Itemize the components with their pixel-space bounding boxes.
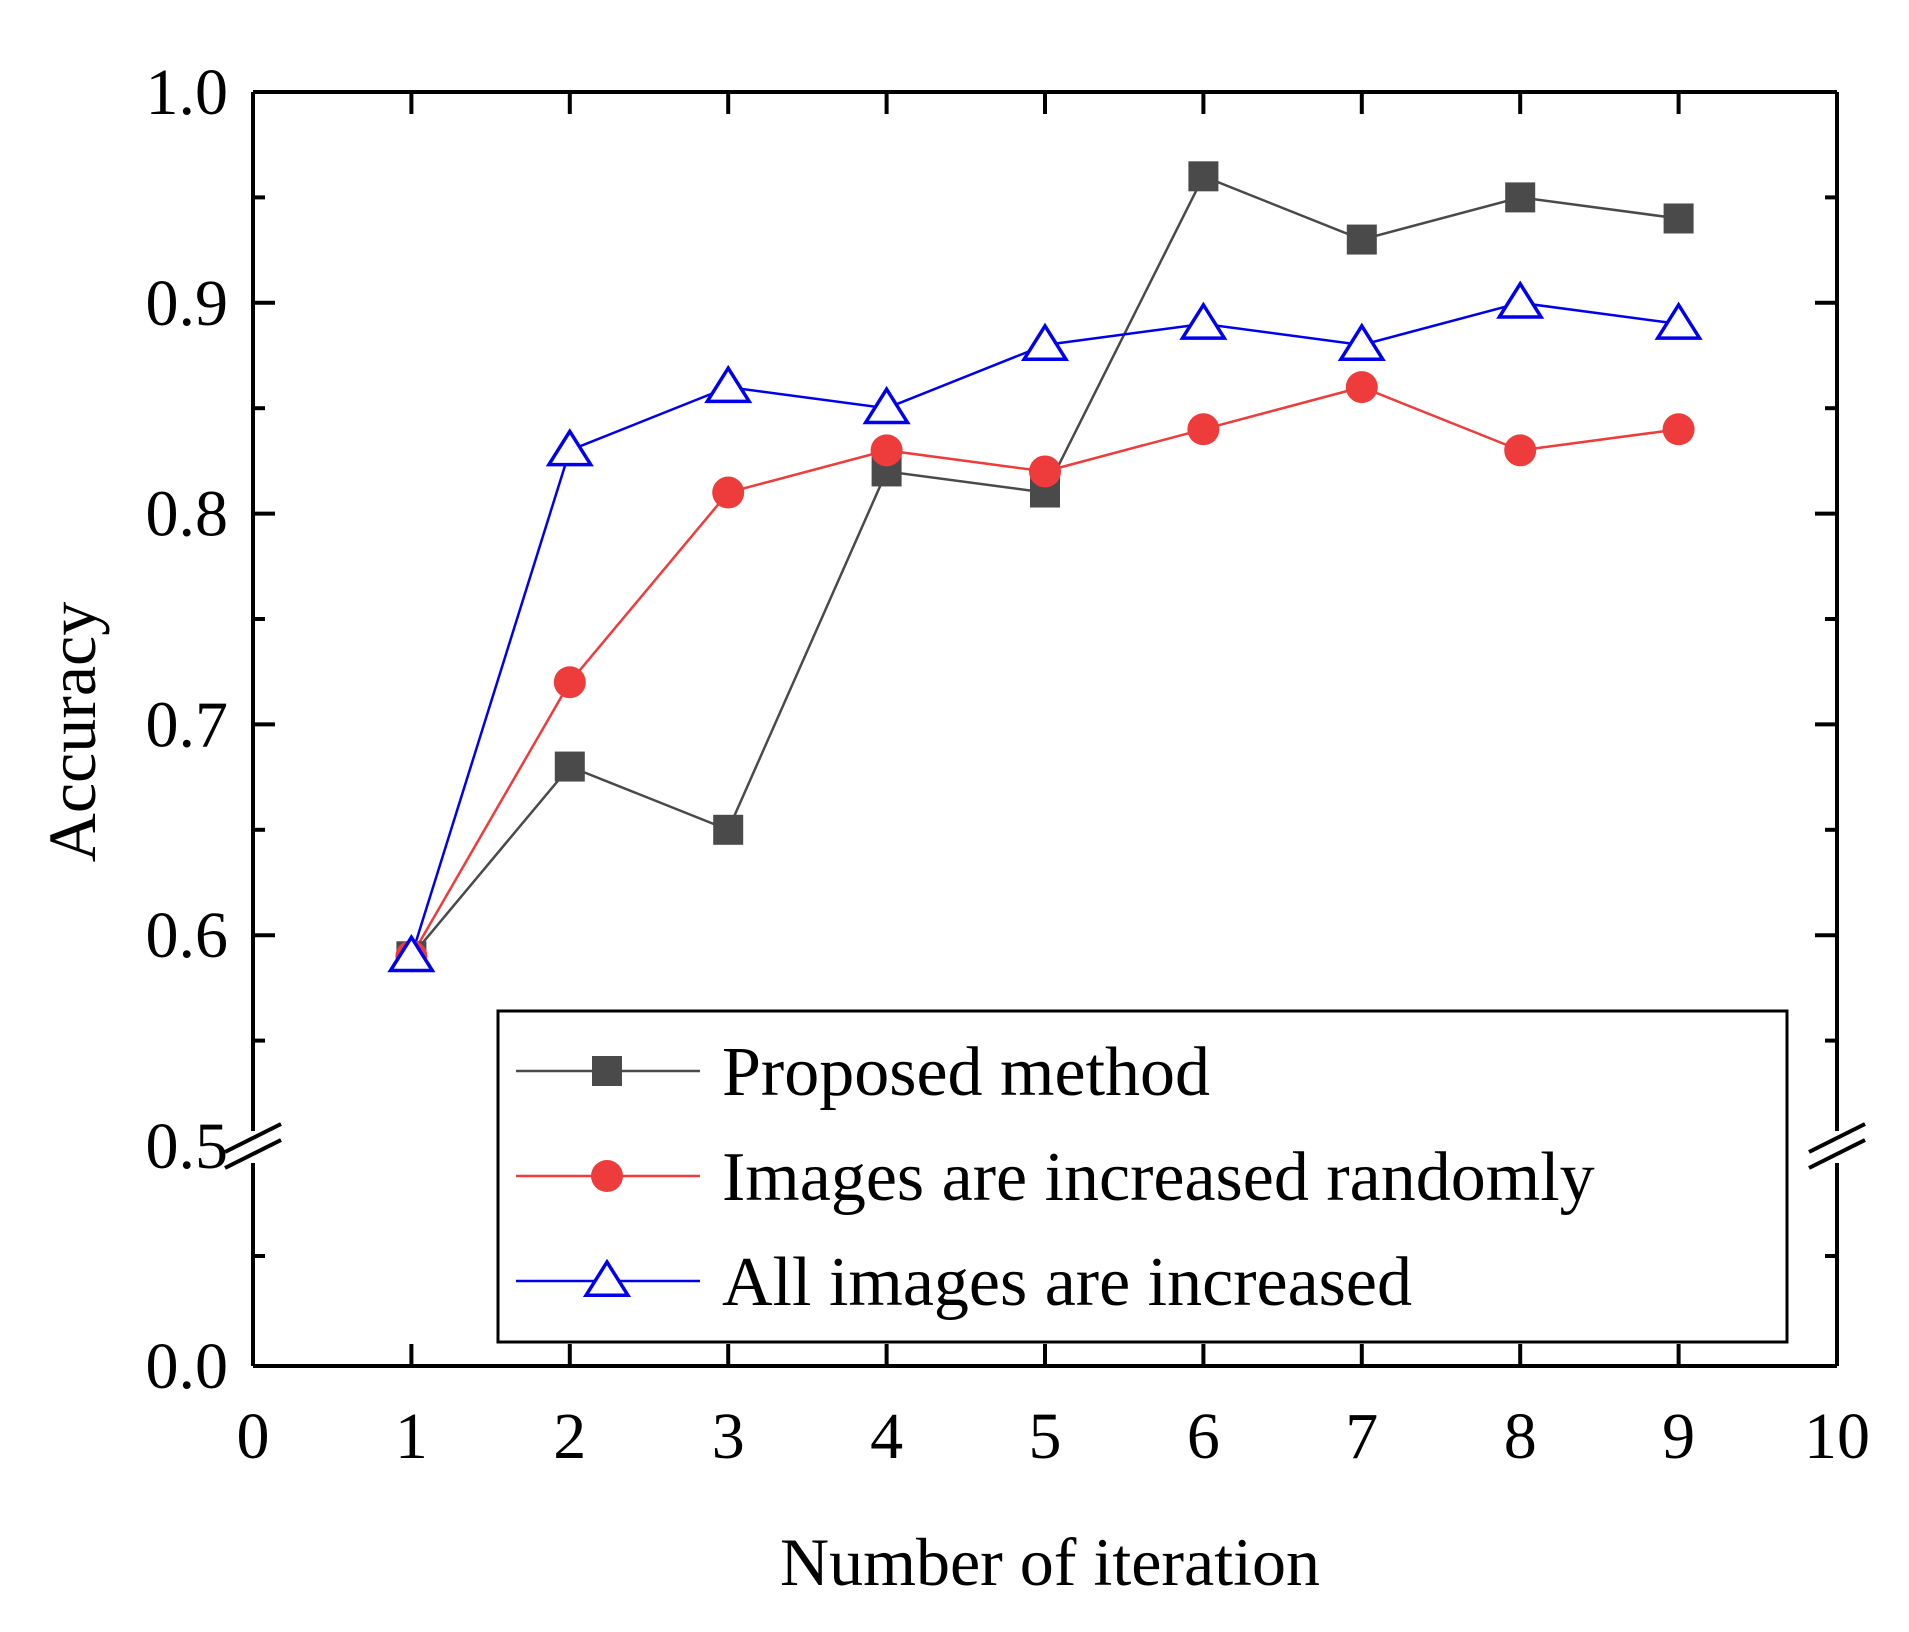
y-tick-label: 0.9: [146, 267, 229, 340]
x-tick-label: 3: [712, 1400, 745, 1473]
data-point-marker: [1505, 182, 1536, 213]
data-point-marker: [1496, 280, 1545, 319]
legend-marker: [591, 1160, 623, 1192]
axis-break-mark: [1808, 1122, 1866, 1154]
x-tick-label: 2: [553, 1400, 586, 1473]
data-point-marker: [704, 364, 753, 404]
legend-label: All images are increased: [722, 1244, 1412, 1321]
axis-break-mark: [224, 1122, 282, 1154]
data-point-marker: [712, 476, 745, 509]
x-tick-label: 8: [1504, 1400, 1537, 1473]
series-markers: [387, 161, 1703, 973]
y-tick-label: 1.0: [146, 56, 229, 129]
y-axis-label: Accuracy: [34, 602, 110, 862]
y-tick-label: 0.0: [146, 1330, 229, 1403]
data-point-marker: [554, 751, 585, 782]
data-point-marker: [1654, 301, 1703, 340]
x-tick-label: 7: [1345, 1400, 1378, 1473]
axis-ticks: [251, 90, 1839, 1366]
legend-marker: [582, 1258, 632, 1297]
data-point-marker: [862, 385, 911, 425]
legend-box: [496, 1009, 1789, 1344]
data-point-marker: [870, 434, 903, 467]
x-tick-label: 4: [870, 1400, 903, 1473]
series-lines: [410, 174, 1679, 958]
y-tick-label: 0.6: [146, 899, 229, 972]
legend-marker: [592, 1056, 622, 1086]
axis-break-marks: [224, 1122, 1866, 1170]
data-point-marker: [553, 666, 586, 699]
legend-label: Proposed method: [722, 1034, 1210, 1111]
data-point-marker: [387, 933, 436, 973]
y-tick-label: 0.8: [146, 478, 229, 551]
data-point-marker: [1187, 413, 1220, 446]
data-point-marker: [1337, 322, 1386, 361]
data-point-marker: [1029, 455, 1061, 488]
x-tick-label: 5: [1029, 1400, 1062, 1473]
data-point-marker: [1504, 434, 1537, 467]
data-point-marker: [1345, 371, 1378, 404]
x-tick-label: 6: [1187, 1400, 1220, 1473]
x-axis-label: Number of iteration: [780, 1524, 1320, 1600]
x-tick-label: 10: [1804, 1400, 1870, 1473]
data-point-marker: [1346, 224, 1377, 255]
data-point-marker: [1188, 161, 1219, 192]
series-line: [410, 174, 1679, 958]
data-point-marker: [1662, 413, 1695, 446]
x-tick-label: 1: [395, 1400, 428, 1473]
y-tick-label: 0.7: [146, 688, 229, 761]
legend: Proposed method Images are increased rand…: [496, 1009, 1789, 1344]
axis-tick-labels: 0 1 2 3 4 5 6 7 8 9 10 0.0 0.5 0.6 0.7 0.8 0.9 1.0: [146, 56, 1871, 1473]
data-point-marker: [545, 428, 594, 467]
data-point-marker: [1179, 301, 1228, 340]
axis-break-mark: [224, 1138, 282, 1170]
y-tick-label: 0.5: [146, 1110, 229, 1183]
x-tick-label: 9: [1662, 1400, 1695, 1473]
legend-label: Images are increased randomly: [722, 1139, 1595, 1216]
data-point-marker: [713, 814, 744, 845]
x-tick-label: 0: [237, 1400, 270, 1473]
data-point-marker: [1020, 322, 1070, 361]
data-point-marker: [1663, 203, 1694, 234]
axis-break-mark: [1808, 1138, 1866, 1170]
series-line: [410, 301, 1679, 957]
